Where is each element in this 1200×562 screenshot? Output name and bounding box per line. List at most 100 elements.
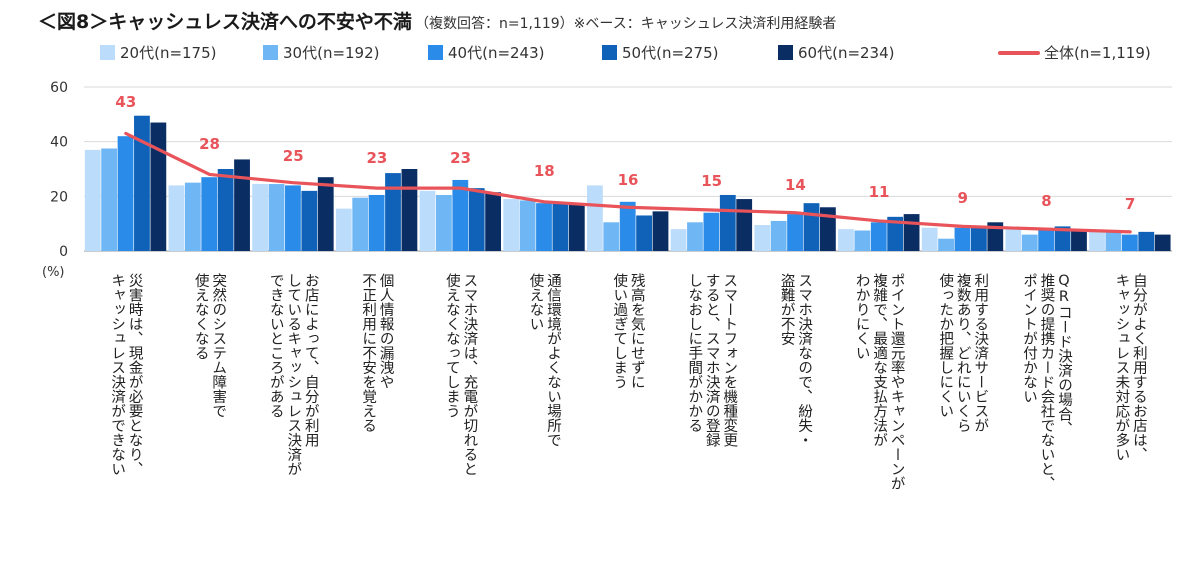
bar (84, 149, 101, 251)
bar (1071, 229, 1087, 251)
legend-label: 30代(n=192) (283, 44, 380, 62)
bar (670, 229, 687, 251)
bar (134, 115, 150, 251)
total-value-label: 43 (115, 93, 136, 111)
bar (568, 203, 585, 251)
bar (636, 215, 652, 251)
bar (317, 177, 334, 251)
category-label-line: QRコード決済の場合、 (1056, 273, 1072, 436)
bar (419, 190, 436, 251)
legend: 20代(n=175) 30代(n=192) 40代(n=243) 50代(n=275)… (100, 44, 1151, 62)
value-labels: 43 28 25 23 23 18 16 15 14 11 9 8 7 (115, 93, 1135, 213)
bar (117, 136, 134, 251)
bar (903, 214, 920, 251)
bar (485, 192, 502, 251)
bar (301, 190, 318, 251)
bar (921, 227, 938, 251)
y-tick-label: 20 (50, 189, 68, 205)
bar (854, 230, 871, 251)
bar (503, 199, 520, 251)
category-label-line: ポイント還元率やキャンペーンが (889, 273, 905, 491)
category-label-line: スマホ決済は、充電が切れると (461, 273, 477, 476)
legend-swatch (100, 45, 115, 60)
total-value-label: 23 (366, 149, 387, 167)
bar (468, 188, 485, 251)
category-label-line: 使えない (528, 273, 544, 331)
total-value-label: 16 (618, 171, 639, 189)
bar (252, 184, 269, 251)
total-value-label: 23 (450, 149, 471, 167)
bar (368, 194, 385, 251)
total-value-label: 9 (958, 189, 968, 207)
bar (268, 184, 285, 251)
bar (954, 227, 971, 251)
category-label-line: わかりにくい (854, 273, 870, 360)
category-label-line: 個人情報の漏洩や (378, 273, 394, 390)
bar (587, 185, 603, 251)
y-tick-label: 0 (59, 244, 68, 260)
bar (687, 222, 703, 251)
bar (1021, 234, 1038, 251)
bar (217, 169, 234, 251)
bar (452, 179, 469, 251)
total-value-label: 14 (785, 176, 806, 194)
bar (552, 203, 569, 251)
category-label-line: できないところがある (268, 273, 284, 418)
legend-label: 40代(n=243) (448, 44, 545, 62)
bar (719, 194, 736, 251)
bar (754, 225, 771, 251)
category-label-line: 推奨の提携カード会社でないと、 (1038, 273, 1054, 491)
category-label-line: 使ったか把握しにくい (937, 273, 953, 418)
total-series-line (124, 131, 1132, 234)
bar (1121, 234, 1138, 251)
bar (436, 194, 452, 251)
y-axis-unit: (%) (42, 265, 65, 280)
category-label: 自分がよく利用するお店は、キャッシュレス未対応が多い (1113, 273, 1147, 462)
category-label-line: 複雑で、最適な支払方法が (871, 273, 887, 448)
bar (184, 182, 201, 251)
bar (770, 220, 787, 251)
chart-title: ＜図8＞キャッシュレス決済への不安や不満 (38, 10, 412, 33)
category-label-line: すると、スマホ決済の登録 (704, 273, 720, 447)
bar (803, 203, 820, 251)
bar (970, 227, 987, 251)
bar (1038, 230, 1055, 251)
category-label-line: 通信環境がよくない場所で (545, 273, 561, 447)
bar (938, 238, 954, 251)
bar (201, 177, 218, 251)
chart-subtitle: （複数回答：n=1,119）※ベース：キャッシュレス決済利用経験者 (415, 15, 836, 32)
legend-label: 全体(n=1,119) (1044, 44, 1151, 62)
legend-label: 20代(n=175) (120, 44, 217, 62)
category-label-line: 使えなくなる (193, 273, 209, 361)
bar (736, 199, 753, 251)
bar (150, 122, 167, 252)
bar (619, 201, 636, 251)
total-line (124, 131, 1132, 234)
bar (1054, 226, 1071, 251)
category-label-line: 不正利用に不安を覚える (360, 273, 376, 433)
total-value-label: 11 (869, 183, 890, 201)
bar (519, 200, 536, 251)
total-value-label: 7 (1125, 195, 1135, 213)
category-label-line: スマホ決済なので、紛失・ (796, 273, 812, 447)
legend-swatch (602, 45, 617, 60)
bar (870, 222, 887, 251)
category-label-line: 盗難が不安 (779, 273, 795, 346)
bar (234, 159, 250, 251)
category-label-line: キャッシュレス未対応が多い (1113, 273, 1129, 462)
bar (536, 203, 552, 251)
category-labels: 災害時は、現金が必要となり、キャッシュレス決済ができない 突然のシステム障害で使え… (109, 273, 1147, 491)
bar (1089, 230, 1105, 251)
y-tick-label: 60 (50, 80, 68, 96)
bar (101, 148, 118, 251)
category-label-line: 使い過ぎてしまう (611, 273, 627, 390)
total-value-label: 8 (1041, 192, 1051, 210)
bar (603, 222, 620, 251)
bar (168, 185, 185, 251)
bar (352, 197, 369, 251)
category-label-line: 残高を気にせずに (629, 273, 645, 389)
